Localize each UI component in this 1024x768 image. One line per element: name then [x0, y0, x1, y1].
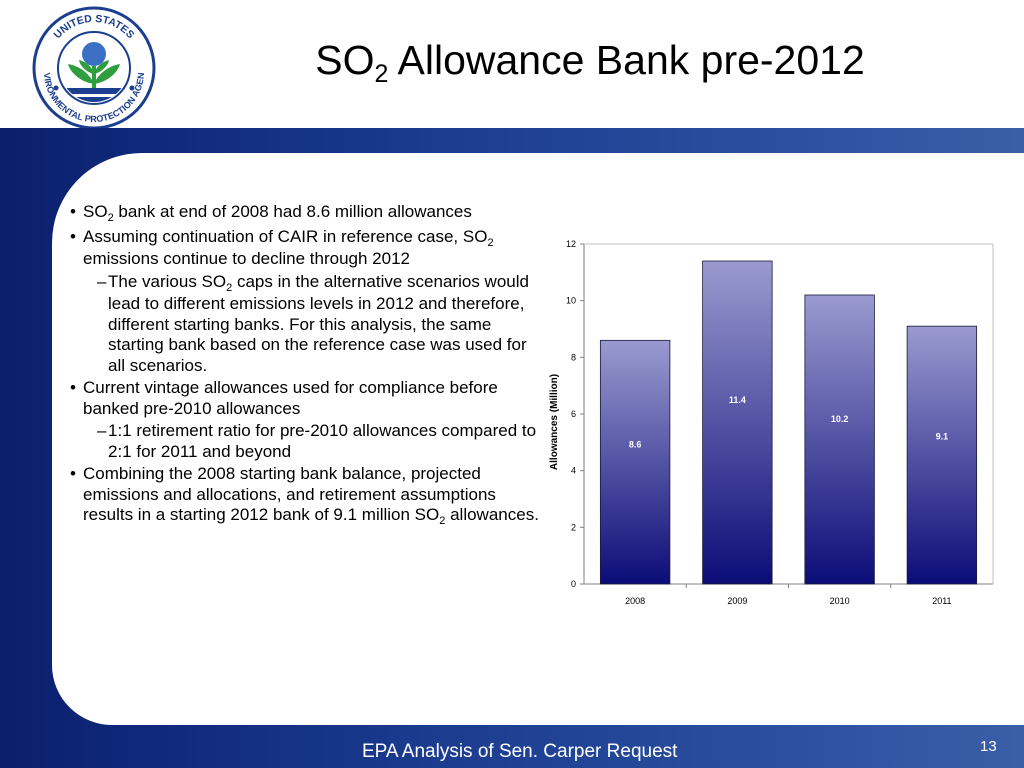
- bullet-item: • Assuming continuation of CAIR in refere…: [70, 226, 494, 269]
- bullet-mark: •: [70, 464, 76, 483]
- x-tick-label: 2009: [727, 596, 747, 606]
- y-tick-label: 4: [571, 466, 576, 476]
- data-label: 11.4: [729, 395, 746, 405]
- data-label: 10.2: [831, 414, 849, 424]
- slide-header: UNITED STATES ENVIRONMENTAL PROTECTION A…: [0, 0, 1024, 130]
- sub-bullet-item: – The various SO2 caps in the alternative…: [97, 271, 529, 375]
- y-tick-label: 10: [566, 296, 576, 306]
- bullet-item: • SO2 bank at end of 2008 had 8.6 million…: [70, 202, 472, 224]
- epa-seal-icon: UNITED STATES ENVIRONMENTAL PROTECTION A…: [30, 4, 156, 130]
- bar-2010: [804, 294, 875, 585]
- y-tick-label: 12: [566, 239, 576, 249]
- footer-text: EPA Analysis of Sen. Carper Request: [362, 741, 678, 762]
- y-tick-label: 6: [571, 409, 576, 419]
- bullet-item: • Combining the 2008 starting bank balanc…: [70, 464, 539, 527]
- bullet-mark: –: [97, 271, 107, 291]
- data-label: 8.6: [629, 440, 642, 450]
- x-tick-label: 2011: [932, 596, 951, 606]
- page-number: 13: [980, 738, 997, 755]
- bullet-mark: •: [70, 202, 76, 221]
- x-tick-label: 2010: [830, 596, 850, 606]
- data-label: 9.1: [936, 432, 949, 442]
- y-tick-label: 8: [571, 352, 576, 362]
- bar-chart: 0 2 4 6 8 10 12 8.6 2008 11.4 2009 10.2 2010 9.1 2011…: [549, 239, 994, 606]
- y-axis-label: Allowances (Million): [549, 374, 560, 470]
- bar-2008: [599, 339, 671, 585]
- bar-2009: [702, 260, 773, 585]
- slide-title: SO2 Allowance Bank pre-2012: [315, 37, 865, 88]
- bar-2011: [906, 325, 978, 585]
- bullet-mark: –: [97, 421, 107, 440]
- bullet-mark: •: [70, 226, 76, 246]
- bullet-item: • Current vintage allowances used for com…: [70, 378, 498, 418]
- bullet-list: • SO2 bank at end of 2008 had 8.6 million…: [70, 202, 540, 530]
- sub-bullet-item: –1:1 retirement ratio for pre-2010 allow…: [97, 421, 537, 461]
- y-tick-label: 0: [571, 579, 576, 589]
- bullet-mark: •: [70, 378, 76, 397]
- y-tick-label: 2: [571, 522, 576, 532]
- x-tick-label: 2008: [625, 596, 645, 606]
